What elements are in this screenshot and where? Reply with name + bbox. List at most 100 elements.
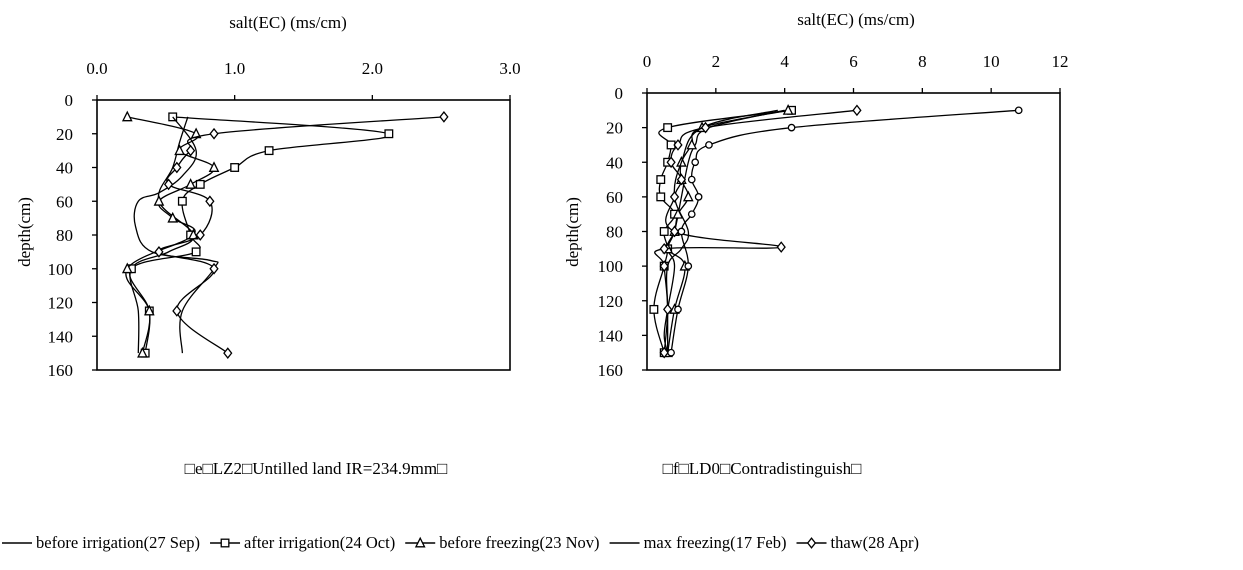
chart-right-data-point <box>656 175 666 185</box>
chart-left-data-point <box>154 246 164 258</box>
chart-left-ytick-label: 60 <box>56 192 73 211</box>
chart-right-data-point <box>682 190 694 202</box>
chart-right-xtick-label: 8 <box>918 52 927 71</box>
chart-right-ytick-label: 20 <box>606 119 623 138</box>
chart-left-data-point <box>143 304 155 316</box>
chart-right-ytick-label: 100 <box>598 257 624 276</box>
legend-label: before irrigation(27 Sep) <box>36 533 200 552</box>
legend-marker-icon <box>220 538 230 548</box>
legend-item: before freezing(23 Nov) <box>405 533 600 552</box>
legend-label: after irrigation(24 Oct) <box>244 533 395 552</box>
chart-left-xtick-label: 1.0 <box>224 59 245 78</box>
chart-right-data-point <box>659 227 669 236</box>
chart-left-data-point <box>264 146 274 156</box>
chart-left-data-point <box>205 195 215 208</box>
legend-item: max freezing(17 Feb) <box>609 533 787 552</box>
chart-left-data-point <box>172 305 182 317</box>
chart-right-ytick-label: 140 <box>598 326 624 345</box>
chart-right-data-point <box>776 241 786 253</box>
chart-left-data-point <box>172 161 182 174</box>
legend-label: max freezing(17 Feb) <box>644 533 787 552</box>
chart-right-data-point <box>676 173 687 186</box>
chart-right-data-point <box>663 303 673 316</box>
chart-left-series-line <box>129 116 195 354</box>
chart-left-ytick-label: 80 <box>56 226 73 245</box>
chart-left-ytick-label: 120 <box>48 294 74 313</box>
chart-left-ytick-label: 0 <box>65 91 74 110</box>
chart-left-xtick-label: 0.0 <box>86 59 107 78</box>
chart-left-ytick-label: 140 <box>48 327 74 346</box>
chart-left-data-point <box>167 211 179 223</box>
chart-right-data-point <box>677 227 686 236</box>
chart-left: salt(EC) (ms/cm) depth(cm) □e□LZ2□Untill… <box>15 13 521 478</box>
chart-left-series-line <box>129 116 392 354</box>
chart-right-data-point <box>787 123 796 132</box>
chart-right-data-point <box>691 158 700 167</box>
chart-left-ylabel: depth(cm) <box>15 197 34 267</box>
chart-left-data-point <box>230 163 240 172</box>
chart-left-plot-frame <box>96 99 511 371</box>
chart-right-ylabel: depth(cm) <box>563 197 582 267</box>
chart-right-xtick-label: 10 <box>983 52 1000 71</box>
chart-left-data-point <box>121 110 133 122</box>
chart-right-data-point <box>1014 106 1023 115</box>
chart-right-data-point <box>659 260 669 272</box>
chart-left-ytick-label: 160 <box>48 361 74 380</box>
legend: before irrigation(27 Sep) after irrigatio… <box>2 533 919 552</box>
chart-right-data-point <box>705 141 713 149</box>
chart-left-data-point <box>223 347 233 359</box>
chart-left-data-point <box>209 262 219 275</box>
chart-right-ytick-label: 160 <box>598 361 624 380</box>
legend-marker-icon <box>414 536 426 548</box>
chart-left-data-point <box>174 144 185 156</box>
chart-right-data-point <box>687 210 696 219</box>
chart-right-data-point <box>663 123 673 133</box>
chart-right-ytick-label: 60 <box>606 188 623 207</box>
chart-left-ytick-label: 20 <box>56 125 73 144</box>
chart-right-ytick-label: 40 <box>606 153 623 172</box>
chart-right-xtick-label: 12 <box>1052 52 1069 71</box>
chart-right-plot-frame <box>646 92 1061 371</box>
legend-item: after irrigation(24 Oct) <box>210 533 395 552</box>
chart-right-xtick-label: 0 <box>643 52 652 71</box>
chart-left-data-point <box>177 196 187 206</box>
chart-right-data-point <box>669 225 680 238</box>
chart-left-data-point <box>185 178 196 189</box>
chart-right: salt(EC) (ms/cm) depth(cm) □f□LD0□Contra… <box>563 10 1069 478</box>
chart-right-data-point <box>700 121 711 134</box>
chart-right-xlabel: salt(EC) (ms/cm) <box>797 10 915 29</box>
chart-right-data-point <box>686 138 698 150</box>
chart-left-data-point <box>185 144 196 157</box>
legend-label: before freezing(23 Nov) <box>439 533 599 552</box>
chart-left-data-point <box>195 229 205 241</box>
chart-right-data-point <box>782 104 794 115</box>
chart-right-xtick-label: 2 <box>712 52 721 71</box>
chart-left-data-point <box>191 247 201 257</box>
chart-left-data-point <box>209 127 219 140</box>
chart-left-data-point <box>384 129 394 139</box>
chart-right-data-point <box>659 242 669 255</box>
chart-right-data-point <box>694 193 703 201</box>
chart-left-ytick-label: 100 <box>48 260 74 279</box>
chart-left-ytick-label: 40 <box>56 159 73 178</box>
chart-left-xtick-label: 3.0 <box>499 59 520 78</box>
chart-right-caption: □f□LD0□Contradistinguish□ <box>663 459 862 478</box>
chart-right-data-point <box>673 139 683 151</box>
chart-left-data-point <box>439 111 449 123</box>
chart-left-data-point <box>208 161 220 172</box>
legend-item: thaw(28 Apr) <box>796 533 919 552</box>
chart-right-data-point <box>687 175 696 184</box>
chart-left-data-point <box>121 262 133 274</box>
chart-left-xtick-label: 2.0 <box>362 59 383 78</box>
chart-right-data-point <box>649 304 659 314</box>
chart-right-data-point <box>674 305 682 314</box>
chart-right-data-point <box>656 192 666 202</box>
chart-right-data-point <box>852 104 862 117</box>
chart-right-xtick-label: 6 <box>849 52 858 71</box>
chart-right-data-point <box>667 348 675 357</box>
chart-left-data-point <box>153 194 165 206</box>
chart-right-data-point <box>659 346 669 359</box>
chart-right-data-point <box>666 156 676 169</box>
chart-left-data-point <box>195 179 205 189</box>
